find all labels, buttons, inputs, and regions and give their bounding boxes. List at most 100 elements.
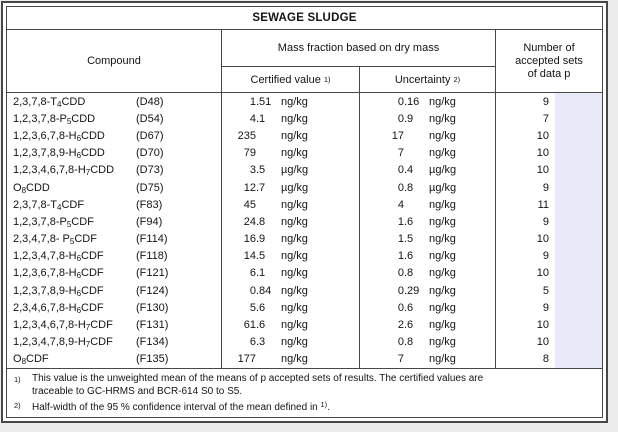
compound-name: 2,3,7,8-T4CDD [13, 95, 86, 109]
certified-value-cell: 14.5 ng/kg [222, 247, 360, 265]
compound-name: O8CDF [13, 353, 49, 367]
uncertainty-fraction: .8 [404, 267, 414, 280]
mass-fraction-subheaders: Certified value 1) Uncertainty 2) [222, 67, 495, 92]
uncertainty-integer: 17 [391, 129, 404, 142]
compound-cell: 2,3,4,7,8- P5CDF (F114) [7, 230, 222, 248]
certified-value-fraction: .1 [256, 112, 266, 125]
accepted-sets-cell: 5 [496, 282, 602, 299]
footnote-1-line2: traceable to GC-HRMS and BCR-614 S0 to S… [32, 386, 243, 397]
uncertainty-fraction: .6 [404, 215, 414, 228]
table-title: SEWAGE SLUDGE [7, 7, 602, 30]
table-row: 2,3,7,8-T4CDD (D48) 1.51 ng/kg 0.16 ng/kg … [7, 93, 602, 111]
certified-value-unit: µg/kg [281, 181, 309, 194]
certified-value-unit: ng/kg [281, 319, 308, 332]
compound-cell: 1,2,3,4,6,7,8-H7CDD (D73) [7, 161, 222, 179]
compound-name: 2,3,4,6,7,8-H6CDF [13, 301, 104, 315]
certified-value-integer: 1 [249, 95, 256, 108]
accepted-sets-count: 10 [536, 319, 549, 332]
column-header-uncertainty: Uncertainty 2) [360, 67, 495, 92]
certified-value-integer: 14 [243, 250, 256, 263]
accepted-sets-count: 8 [542, 353, 549, 366]
certified-value-unit: ng/kg [281, 284, 308, 297]
accepted-sets-cell: 10 [496, 162, 602, 179]
certified-value-cell: 12.7 µg/kg [222, 178, 360, 197]
certified-value-unit: ng/kg [281, 215, 308, 228]
accepted-sets-cell: 9 [496, 299, 602, 316]
uncertainty-integer: 0 [397, 301, 404, 314]
compound-name: O8CDD [13, 181, 50, 195]
compound-code: (F114) [136, 233, 168, 246]
uncertainty-cell: 7 ng/kg [360, 350, 496, 368]
certification-table: SEWAGE SLUDGE Compound Mass fraction bas… [6, 6, 603, 418]
footnote-1-marker: 1) [14, 375, 21, 384]
certified-value-unit: ng/kg [281, 336, 308, 349]
certified-value-fraction: .7 [256, 181, 266, 194]
certified-value-fraction: .5 [256, 250, 266, 263]
certified-value-unit: ng/kg [281, 233, 308, 246]
compound-name: 1,2,3,6,7,8-H6CDF [13, 267, 104, 281]
accepted-sets-count: 9 [542, 181, 549, 194]
uncertainty-integer: 1 [397, 215, 404, 228]
footnote-2-body: Half-width of the 95 % confidence interv… [32, 402, 321, 413]
compound-code: (F121) [136, 267, 169, 280]
uncertainty-cell: 7 ng/kg [360, 144, 496, 162]
uncertainty-integer: 1 [397, 233, 404, 246]
uncertainty-unit: ng/kg [429, 198, 456, 211]
certified-value-unit: ng/kg [281, 198, 308, 211]
uncertainty-cell: 0.16 ng/kg [360, 93, 496, 111]
certified-value-cell: 16.9 ng/kg [222, 230, 360, 248]
uncertainty-fraction: .5 [404, 233, 414, 246]
accepted-sets-cell: 10 [496, 231, 602, 248]
uncertainty-integer: 0 [397, 112, 404, 125]
certified-value-cell: 6.3 ng/kg [222, 333, 360, 351]
uncertainty-integer: 7 [397, 353, 404, 366]
footnote-ref-2: 2) [453, 75, 461, 84]
certified-value-cell: 1.51 ng/kg [222, 93, 360, 111]
certified-value-fraction: .8 [256, 215, 266, 228]
table-row: 1,2,3,6,7,8-H6CDD (D67) 235 ng/kg 17 ng/kg… [7, 127, 602, 145]
compound-code: (D70) [136, 147, 164, 160]
table-row: 1,2,3,4,7,8-H6CDF (F118) 14.5 ng/kg 1.6 ng… [7, 247, 602, 265]
compound-code: (F124) [136, 284, 169, 297]
table-row: 1,2,3,6,7,8-H6CDF (F121) 6.1 ng/kg 0.8 ng/… [7, 264, 602, 283]
column-header-compound: Compound [7, 30, 222, 92]
uncertainty-fraction: .6 [404, 250, 414, 263]
uncertainty-unit: ng/kg [429, 215, 456, 228]
uncertainty-unit: ng/kg [429, 284, 456, 297]
compound-code: (F131) [136, 319, 169, 332]
uncertainty-unit: ng/kg [429, 353, 456, 366]
uncertainty-cell: 2.6 ng/kg [360, 316, 496, 334]
compound-cell: 1,2,3,6,7,8-H6CDD (D67) [7, 127, 222, 145]
uncertainty-unit: ng/kg [429, 336, 456, 349]
footnote-1-line1: This value is the unweighted mean of the… [32, 373, 484, 384]
footnote-ref-1: 1) [323, 75, 331, 84]
accepted-sets-cell: 8 [496, 351, 602, 368]
uncertainty-integer: 1 [397, 250, 404, 263]
uncertainty-fraction: .29 [404, 284, 420, 297]
uncertainty-unit: ng/kg [429, 95, 456, 108]
accepted-sets-count: 10 [536, 147, 549, 160]
compound-name: 2,3,4,7,8- P5CDF [13, 233, 97, 247]
accepted-sets-count: 10 [536, 267, 549, 280]
accepted-sets-count: 9 [542, 250, 549, 263]
certified-value-integer: 6 [249, 267, 256, 280]
uncertainty-fraction: .8 [404, 181, 414, 194]
table-row: 1,2,3,4,7,8,9-H7CDF (F134) 6.3 ng/kg 0.8 n… [7, 333, 602, 351]
uncertainty-unit: ng/kg [429, 319, 456, 332]
certified-value-label: Certified value [250, 73, 321, 86]
uncertainty-fraction: .16 [404, 95, 420, 108]
footnotes: 1) This value is the unweighted mean of … [7, 368, 602, 417]
uncertainty-integer: 0 [397, 95, 404, 108]
compound-code: (F134) [136, 336, 169, 349]
uncertainty-unit: ng/kg [429, 147, 456, 160]
uncertainty-cell: 0.8 ng/kg [360, 264, 496, 283]
footnote-1-text: This value is the unweighted mean of the… [32, 372, 596, 398]
table-row: 1,2,3,4,6,7,8-H7CDF (F131) 61.6 ng/kg 2.6… [7, 316, 602, 334]
compound-name: 1,2,3,7,8-P5CDD [13, 112, 96, 126]
compound-name: 1,2,3,4,7,8,9-H7CDF [13, 336, 113, 350]
accepted-sets-cell: 10 [496, 265, 602, 282]
compound-cell: 1,2,3,4,7,8-H6CDF (F118) [7, 247, 222, 265]
certified-value-integer: 177 [237, 353, 256, 366]
accepted-sets-count: 7 [542, 112, 549, 125]
compound-code: (F118) [136, 250, 168, 263]
